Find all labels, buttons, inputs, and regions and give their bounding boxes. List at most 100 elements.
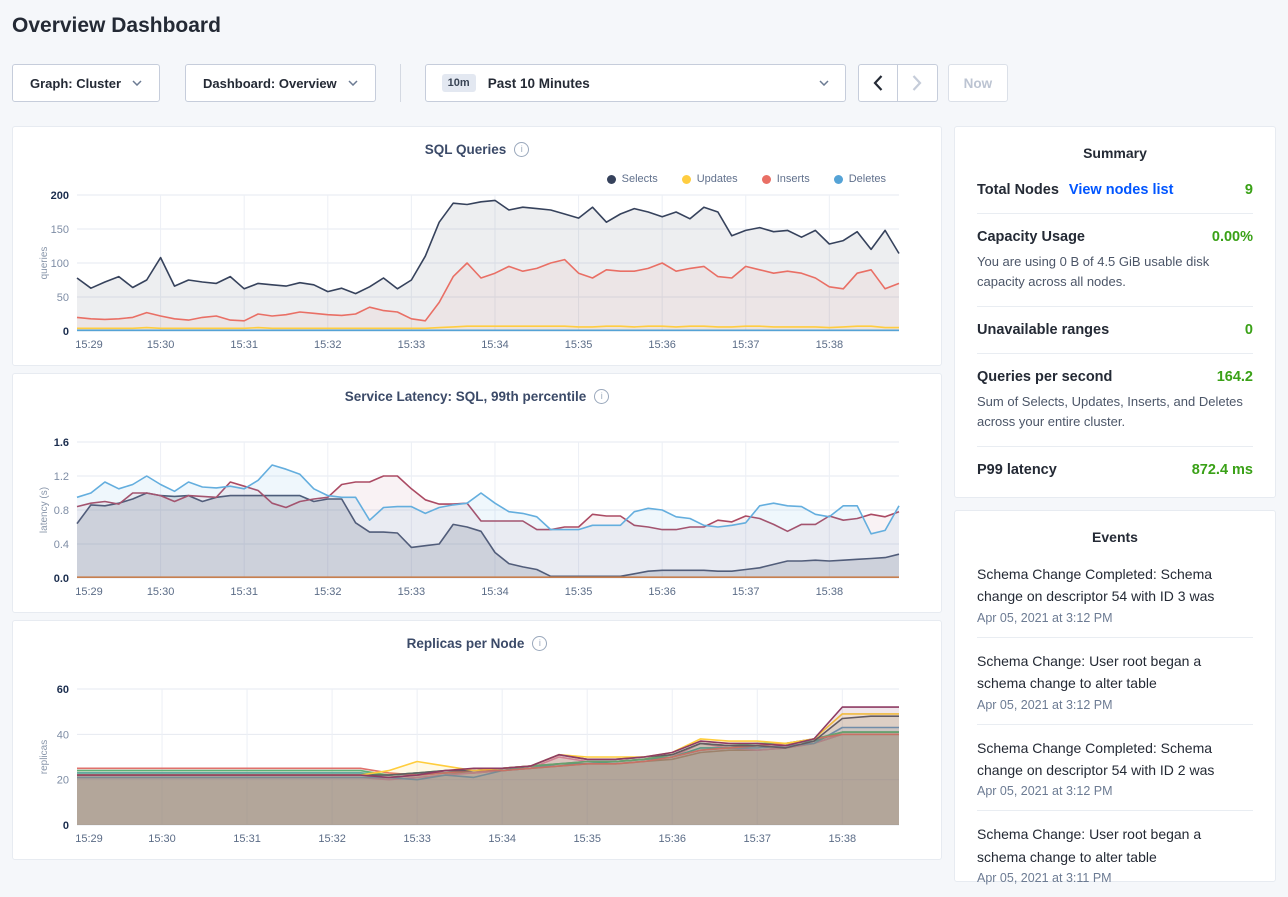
legend-dot [833, 174, 843, 184]
p99-latency-value: 872.4 ms [1191, 462, 1253, 478]
summary-row-p99-latency: P99 latency 872.4 ms [977, 447, 1253, 493]
events-list: Schema Change Completed: Schema change o… [977, 551, 1253, 897]
right-sidebar: Summary Total Nodes View nodes list 9 Ca… [954, 126, 1276, 885]
toolbar-divider [399, 64, 401, 102]
svg-text:0: 0 [63, 820, 69, 832]
view-nodes-link[interactable]: View nodes list [1068, 182, 1174, 198]
svg-text:15:35: 15:35 [573, 833, 601, 845]
svg-text:0: 0 [63, 326, 69, 338]
svg-text:15:37: 15:37 [732, 586, 760, 598]
unavailable-ranges-value: 0 [1244, 322, 1253, 338]
legend-label: Updates [696, 173, 738, 185]
sql-queries-chart[interactable]: 0 50 100 150 200 15:29 15:30 15:31 15:32 15:33 15:… [13, 185, 941, 355]
svg-text:15:30: 15:30 [147, 339, 175, 351]
total-nodes-value: 9 [1244, 182, 1253, 198]
svg-text:1.2: 1.2 [54, 471, 69, 483]
summary-header: Summary [1083, 145, 1147, 161]
svg-text:15:37: 15:37 [732, 339, 760, 351]
replicas-per-node-chart[interactable]: 0 20 40 60 15:29 15:30 15:31 15:32 15:33 15:34 15:… [13, 679, 941, 849]
summary-row-qps: Queries per second 164.2 Sum of Selects,… [977, 354, 1253, 447]
time-range-label: Past 10 Minutes [487, 75, 590, 91]
legend-dot [761, 174, 771, 184]
svg-text:15:36: 15:36 [648, 586, 676, 598]
svg-text:15:38: 15:38 [816, 339, 844, 351]
dashboard-selector-dropdown[interactable]: Dashboard: Overview [185, 64, 376, 102]
next-range-button[interactable] [897, 64, 938, 102]
svg-text:50: 50 [57, 292, 69, 304]
time-range-badge: 10m [441, 74, 476, 92]
chart-legend: Selects Updates Inserts Deletes [606, 173, 886, 185]
prev-range-button[interactable] [857, 64, 898, 102]
svg-text:queries: queries [39, 247, 50, 280]
legend-label: Selects [621, 173, 658, 185]
svg-text:15:30: 15:30 [148, 833, 176, 845]
svg-text:0.4: 0.4 [54, 539, 69, 551]
info-icon[interactable]: i [594, 389, 610, 404]
svg-text:60: 60 [57, 684, 69, 696]
chart-card-replicas-per-node: Replicas per Node i 0 20 40 60 15:29 15:30 15:… [12, 620, 942, 860]
chevron-down-icon [819, 80, 829, 86]
chart-title: SQL Queries [424, 142, 507, 157]
chart-title: Service Latency: SQL, 99th percentile [344, 389, 587, 404]
capacity-subtext: You are using 0 B of 4.5 GiB usable disk… [977, 254, 1210, 289]
legend-item: Inserts [761, 173, 810, 185]
qps-value: 164.2 [1216, 369, 1253, 385]
event-message: Schema Change Completed: Schema change o… [977, 566, 1215, 605]
event-timestamp: Apr 05, 2021 at 3:12 PM [977, 784, 1113, 799]
svg-text:15:32: 15:32 [318, 833, 346, 845]
svg-text:15:29: 15:29 [75, 339, 103, 351]
info-icon[interactable]: i [532, 636, 548, 651]
svg-text:15:33: 15:33 [398, 586, 426, 598]
svg-text:0.0: 0.0 [54, 573, 69, 585]
event-item[interactable]: Schema Change: User root began a schema … [977, 638, 1253, 725]
time-range-dropdown[interactable]: 10m Past 10 Minutes [424, 64, 846, 102]
summary-panel: Summary Total Nodes View nodes list 9 Ca… [954, 126, 1276, 498]
event-message: Schema Change: User root began a schema … [977, 652, 1202, 692]
event-timestamp: Apr 05, 2021 at 3:11 PM [977, 871, 1112, 886]
info-icon[interactable]: i [514, 142, 530, 157]
legend-item: Selects [606, 173, 658, 185]
capacity-value: 0.00% [1211, 229, 1253, 245]
svg-text:15:31: 15:31 [233, 833, 261, 845]
qps-subtext: Sum of Selects, Updates, Inserts, and De… [977, 394, 1243, 429]
summary-row-unavailable-ranges: Unavailable ranges 0 [977, 307, 1253, 354]
svg-text:0.8: 0.8 [54, 505, 69, 517]
svg-text:1.6: 1.6 [54, 437, 69, 449]
qps-label: Queries per second [977, 369, 1113, 385]
event-item[interactable]: Schema Change Completed: Schema change o… [977, 551, 1253, 638]
svg-text:15:32: 15:32 [314, 586, 342, 598]
chevron-left-icon [873, 75, 882, 91]
svg-text:15:33: 15:33 [398, 339, 426, 351]
graph-selector-label: Graph: Cluster [30, 75, 122, 91]
svg-text:15:36: 15:36 [658, 833, 686, 845]
legend-dot [606, 174, 616, 184]
svg-text:15:38: 15:38 [816, 586, 844, 598]
svg-text:15:37: 15:37 [744, 833, 772, 845]
svg-text:200: 200 [51, 190, 69, 202]
legend-label: Inserts [776, 173, 810, 185]
svg-text:15:29: 15:29 [75, 833, 103, 845]
summary-row-total-nodes: Total Nodes View nodes list 9 [977, 167, 1253, 214]
dashboard-selector-label: Dashboard: Overview [203, 75, 337, 91]
svg-text:100: 100 [51, 258, 69, 270]
graph-selector-dropdown[interactable]: Graph: Cluster [12, 64, 161, 102]
now-button[interactable]: Now [947, 64, 1009, 102]
event-item[interactable]: Schema Change Completed: Schema change o… [977, 725, 1253, 812]
page-title: Overview Dashboard [12, 14, 221, 37]
toolbar: Graph: Cluster Dashboard: Overview 10m P… [12, 64, 1276, 102]
chevron-down-icon [132, 80, 142, 86]
event-item[interactable]: Schema Change: User root began a schema … [977, 811, 1253, 897]
svg-text:15:34: 15:34 [481, 339, 509, 351]
chart-card-sql-queries: SQL Queries i Selects Updates Inserts Delet… [12, 126, 942, 366]
svg-text:15:29: 15:29 [75, 586, 103, 598]
legend-item: Deletes [833, 173, 886, 185]
total-nodes-label: Total Nodes [977, 182, 1059, 198]
event-message: Schema Change Completed: Schema change o… [977, 739, 1215, 778]
svg-text:40: 40 [57, 729, 69, 741]
legend-dot [681, 174, 691, 184]
chart-card-service-latency: Service Latency: SQL, 99th percentile i … [12, 373, 942, 613]
service-latency-chart[interactable]: 0.0 0.4 0.8 1.2 1.6 15:29 15:30 15:31 15:32 15:33… [13, 432, 941, 602]
capacity-label: Capacity Usage [977, 229, 1085, 245]
legend-item: Updates [681, 173, 738, 185]
time-nav-group [857, 64, 938, 102]
